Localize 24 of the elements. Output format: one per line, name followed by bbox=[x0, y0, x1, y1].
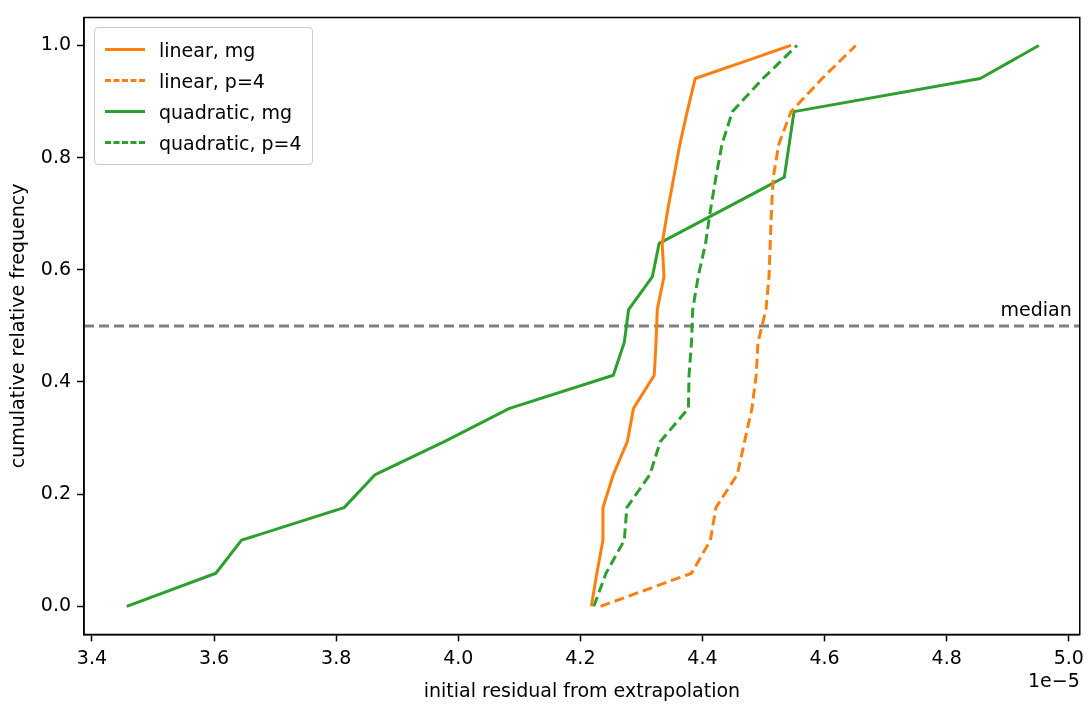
x-axis-title: initial residual from extrapolation bbox=[423, 678, 741, 701]
legend-label: quadratic, p=4 bbox=[159, 131, 302, 154]
y-tick-label: 1.0 bbox=[40, 32, 72, 55]
legend-label: quadratic, mg bbox=[159, 100, 293, 123]
y-tick-label: 0.2 bbox=[40, 481, 72, 504]
x-tick-label: 4.2 bbox=[565, 645, 596, 668]
x-tick-label: 3.8 bbox=[321, 645, 352, 668]
x-tick-label: 4.8 bbox=[931, 645, 962, 668]
y-tick-label: 0.0 bbox=[40, 593, 72, 616]
x-tick-label: 3.6 bbox=[198, 645, 230, 668]
legend-label: linear, p=4 bbox=[159, 69, 265, 92]
x-tick-label: 4.6 bbox=[809, 645, 840, 668]
x-tick-label: 3.4 bbox=[76, 645, 108, 668]
x-tick-label: 5.0 bbox=[1053, 645, 1084, 668]
y-axis-title: cumulative relative frequency bbox=[6, 183, 29, 469]
line-series bbox=[599, 43, 858, 608]
text: 1e−5 bbox=[1027, 668, 1080, 691]
x-tick-label: 4.4 bbox=[687, 645, 718, 668]
ref-line-label: median bbox=[1000, 298, 1072, 321]
y-tick-label: 0.6 bbox=[40, 256, 72, 279]
legend-label: linear, mg bbox=[159, 38, 256, 61]
y-tick-label: 0.8 bbox=[40, 144, 72, 167]
x-tick-label: 4.0 bbox=[443, 645, 474, 668]
y-tick-label: 0.4 bbox=[40, 368, 72, 391]
